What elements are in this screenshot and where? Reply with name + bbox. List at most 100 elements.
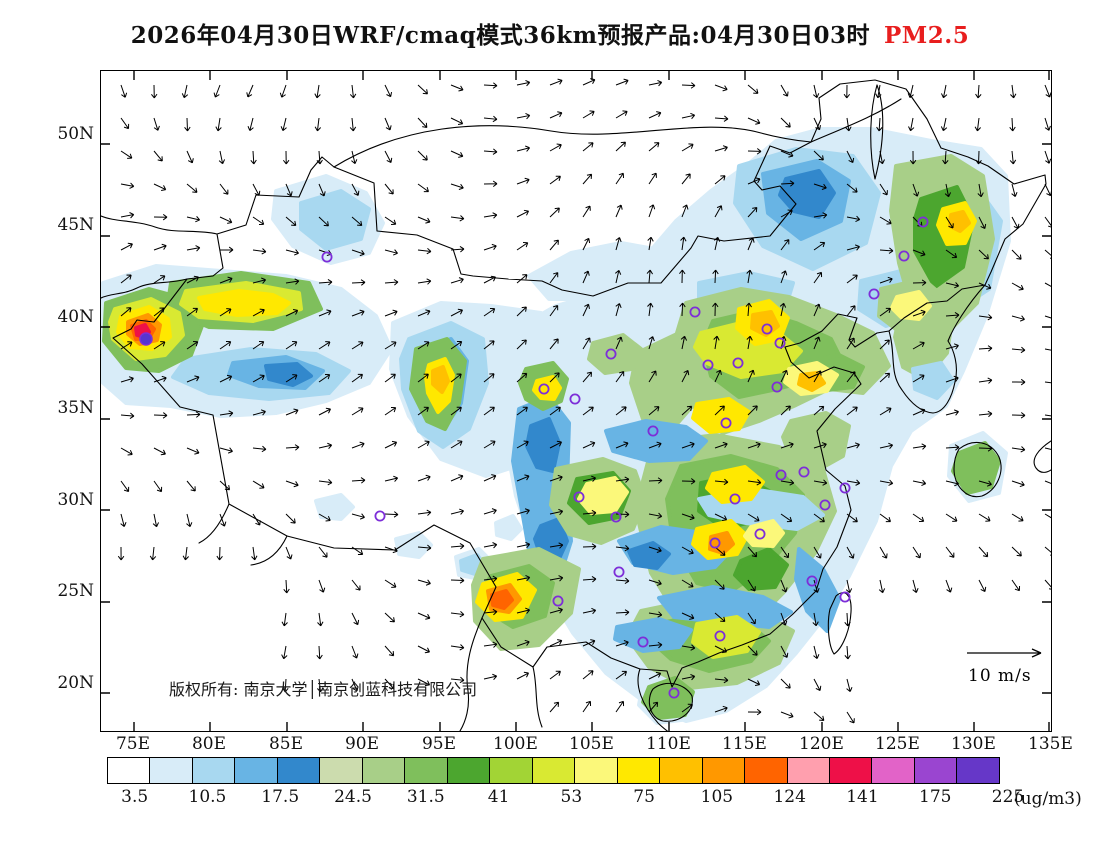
colorbar-segment — [660, 758, 703, 783]
wind-arrow — [846, 274, 858, 284]
wind-arrow — [681, 673, 696, 681]
wind-arrow — [483, 508, 497, 515]
colorbar-segment — [872, 758, 915, 783]
wind-arrow — [845, 579, 853, 594]
wind-arrow — [450, 150, 464, 158]
wind-arrow — [285, 480, 299, 488]
wind-arrow — [648, 204, 656, 218]
colorbar — [107, 757, 1000, 784]
wind-arrow — [219, 513, 227, 527]
amur-river — [810, 98, 902, 143]
wind-arrow — [648, 172, 657, 185]
lat-label: 40N — [57, 307, 94, 327]
wind-arrow — [813, 579, 820, 593]
wind-arrow — [318, 579, 326, 593]
wind-arrow — [813, 711, 825, 721]
wind-arrow — [516, 209, 530, 218]
wind-arrow — [615, 700, 625, 713]
wind-arrow — [252, 409, 266, 416]
wind-arrow — [681, 644, 696, 651]
wind-arrow — [417, 117, 428, 129]
wind-arrow — [978, 513, 991, 522]
wind-arrow — [713, 236, 721, 251]
colorbar-tick-label: 3.5 — [121, 787, 149, 807]
colorbar-tick-label: 124 — [773, 787, 806, 807]
wind-arrow — [582, 475, 597, 482]
wind-arrow — [813, 117, 821, 131]
wind-arrow — [252, 340, 265, 350]
wind-arrow — [549, 440, 563, 449]
colorbar-unit: (ug/m3) — [1014, 789, 1082, 809]
wind-arrow — [945, 409, 959, 416]
wind-arrow — [813, 336, 821, 350]
wind-arrow — [747, 84, 759, 94]
wind-arrow — [912, 341, 925, 350]
colorbar-segment — [787, 758, 830, 783]
wind-arrow — [318, 341, 331, 350]
lat-label: 25N — [57, 581, 94, 601]
wind-arrow — [912, 546, 921, 559]
wind-arrow — [279, 84, 287, 98]
wind-arrow — [153, 213, 168, 221]
wind-arrow — [813, 303, 821, 317]
wind-arrow — [120, 341, 133, 350]
india-border — [250, 535, 288, 566]
wind-arrow — [186, 183, 198, 193]
wind-arrow — [285, 216, 297, 227]
wind-arrow — [745, 302, 752, 317]
wind-arrow — [516, 372, 528, 383]
wind-arrow — [978, 282, 992, 290]
wind-arrow — [120, 274, 132, 284]
wind-arrow — [813, 513, 825, 523]
wind-arrow — [1044, 579, 1051, 591]
lat-label: 50N — [57, 124, 94, 144]
wind-arrow — [384, 309, 398, 317]
wind-arrow — [747, 612, 756, 625]
wind-arrow — [351, 183, 360, 196]
wind-arrow — [384, 678, 395, 690]
wind-arrow — [516, 145, 530, 152]
wind-arrow — [186, 341, 199, 350]
city-marker — [839, 591, 851, 603]
wind-arrow — [714, 145, 728, 152]
wind-arrow — [549, 406, 561, 416]
wind-arrow — [1044, 315, 1051, 322]
wind-arrow — [120, 117, 130, 130]
wind-arrow — [186, 245, 201, 252]
wind-arrow — [516, 274, 528, 284]
pm25-contours — [101, 127, 1011, 725]
wind-arrow — [351, 249, 365, 257]
wind-arrow — [219, 246, 234, 254]
wind-arrow — [978, 579, 987, 593]
wind-arrow — [318, 513, 331, 522]
colorbar-segment — [490, 758, 533, 783]
wind-arrow — [252, 513, 261, 526]
wind-arrow — [945, 216, 954, 229]
wind-arrow — [549, 338, 559, 350]
wind-arrow — [714, 676, 729, 684]
wind-arrow — [780, 546, 790, 559]
kazakhstan-border — [101, 278, 188, 299]
wind-arrow — [648, 512, 663, 519]
wind-arrow — [186, 275, 199, 284]
wind-arrow — [582, 543, 597, 550]
wind-arrow — [746, 335, 753, 350]
wind-arrow — [384, 579, 397, 588]
wind-arrow — [615, 441, 629, 449]
wind-arrow — [879, 307, 892, 317]
wind-arrow — [417, 406, 429, 416]
wind-arrow — [252, 480, 265, 489]
wind-arrow — [120, 412, 135, 420]
wind-arrow — [615, 640, 629, 647]
wind-arrow — [153, 307, 165, 317]
city-marker — [647, 425, 659, 437]
wind-arrow — [283, 579, 290, 594]
wind-arrow — [186, 447, 200, 455]
wind-arrow — [182, 546, 190, 561]
wind-arrow — [516, 607, 531, 614]
wind-arrow — [549, 272, 559, 284]
wind-arrow — [978, 445, 993, 452]
wind-arrow — [450, 508, 464, 515]
wind-arrow — [186, 375, 200, 383]
wind-arrow — [384, 475, 399, 482]
